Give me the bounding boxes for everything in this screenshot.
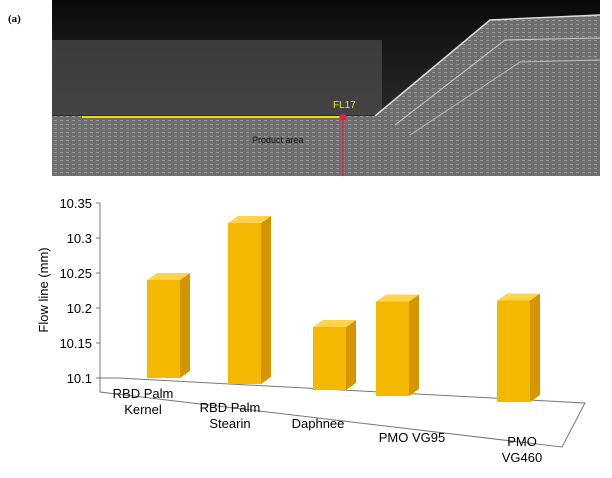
x-tick-label: Daphnee xyxy=(292,416,345,431)
bar-side xyxy=(409,295,419,397)
micrograph xyxy=(52,0,600,176)
bar xyxy=(228,223,261,384)
region-label: Product area xyxy=(252,135,304,145)
bar xyxy=(313,327,346,390)
y-tick-label: 10.1 xyxy=(67,371,92,386)
bar-side xyxy=(261,216,271,384)
x-tick-label: PMO VG95 xyxy=(379,430,445,445)
y-axis-label: Flow line (mm) xyxy=(36,247,51,332)
bar-side xyxy=(180,273,190,378)
y-tick-label: 10.3 xyxy=(67,231,92,246)
bar-side xyxy=(346,320,356,390)
figure: (a) FL17 Product area Flow line (mm) 10.… xyxy=(0,0,612,473)
y-tick-label: 10.25 xyxy=(59,266,92,281)
bar xyxy=(497,301,530,403)
bar xyxy=(147,280,180,378)
panel-label: (a) xyxy=(8,13,21,25)
marker-label: FL17 xyxy=(333,100,356,111)
y-tick-label: 10.2 xyxy=(67,301,92,316)
y-tick-label: 10.15 xyxy=(59,336,92,351)
bar xyxy=(376,302,409,397)
y-tick-label: 10.35 xyxy=(59,196,92,211)
bar-side xyxy=(530,294,540,403)
